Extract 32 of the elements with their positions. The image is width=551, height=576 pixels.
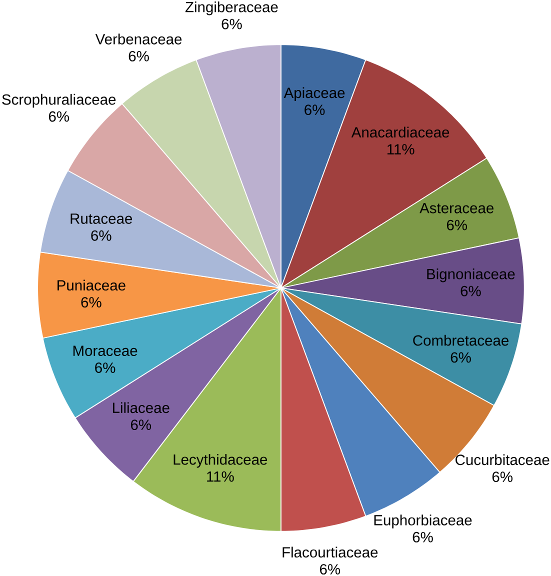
data-label: 6% <box>450 352 471 363</box>
slice-label: Anacardiaceae <box>351 126 449 138</box>
data-label: 6% <box>130 420 151 430</box>
data-label: 6% <box>320 564 340 575</box>
data-label: 6% <box>94 362 116 373</box>
data-label: 6% <box>91 230 112 241</box>
slice-label: Euphorbiaceae <box>374 514 472 528</box>
slice-label: Puniaceae <box>57 280 126 291</box>
slice-label: Rutaceae <box>70 214 132 224</box>
data-label: 6% <box>48 111 69 122</box>
slice-label: Verbenaceae <box>95 34 182 44</box>
data-label: 6% <box>81 297 102 308</box>
data-label: 6% <box>222 18 242 30</box>
slice-label: Moraceae <box>73 346 137 356</box>
slice-label: Zingiberaceae <box>185 1 278 16</box>
slice-label: Asteraceae <box>419 203 494 214</box>
data-label: 6% <box>304 104 324 116</box>
slice-label: Scrophuraliaceae <box>2 94 116 108</box>
slice-label: Combretaceae <box>412 334 508 346</box>
data-label: 6% <box>412 532 433 542</box>
data-label: 6% <box>492 472 512 482</box>
data-label: 6% <box>446 220 467 230</box>
slice-label: Lecythidaceae <box>174 454 267 468</box>
data-label: 11% <box>387 144 414 154</box>
slice-label: Apiaceae <box>284 87 344 101</box>
slice-label: Flacourtiaceae <box>282 546 378 558</box>
slice-label: Liliaceae <box>112 402 170 414</box>
data-label: 6% <box>460 286 481 296</box>
data-label: 6% <box>128 50 149 62</box>
slice-label: Cucurbitaceae <box>455 454 550 466</box>
slice-label: Bignoniaceae <box>427 268 515 282</box>
data-label: 11% <box>206 471 234 482</box>
